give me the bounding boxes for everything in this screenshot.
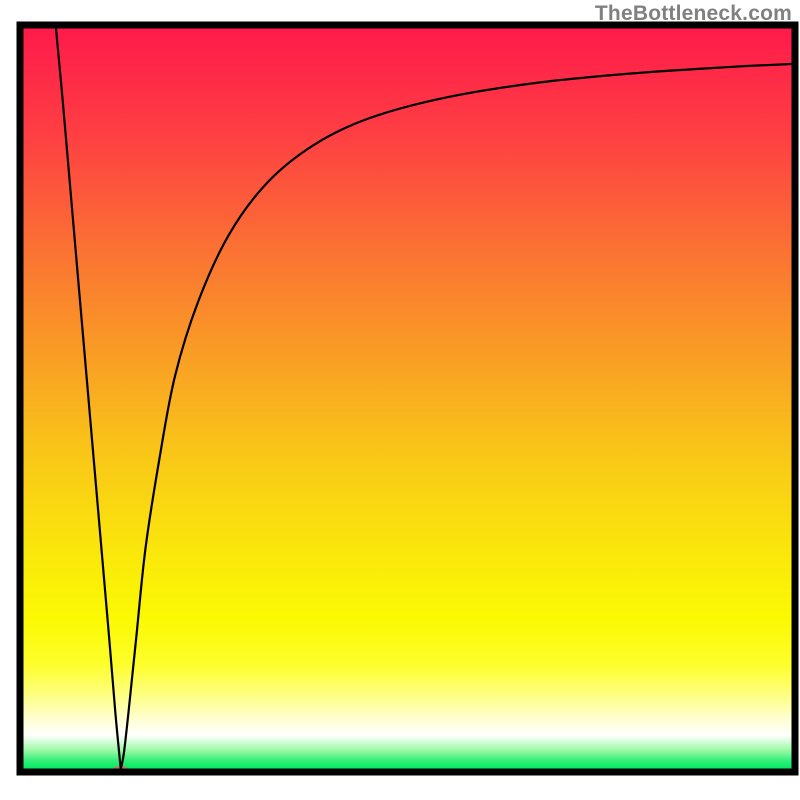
plot-background (24, 29, 792, 769)
bottleneck-chart (0, 0, 800, 800)
chart-canvas: TheBottleneck.com (0, 0, 800, 800)
watermark-text: TheBottleneck.com (595, 2, 792, 26)
